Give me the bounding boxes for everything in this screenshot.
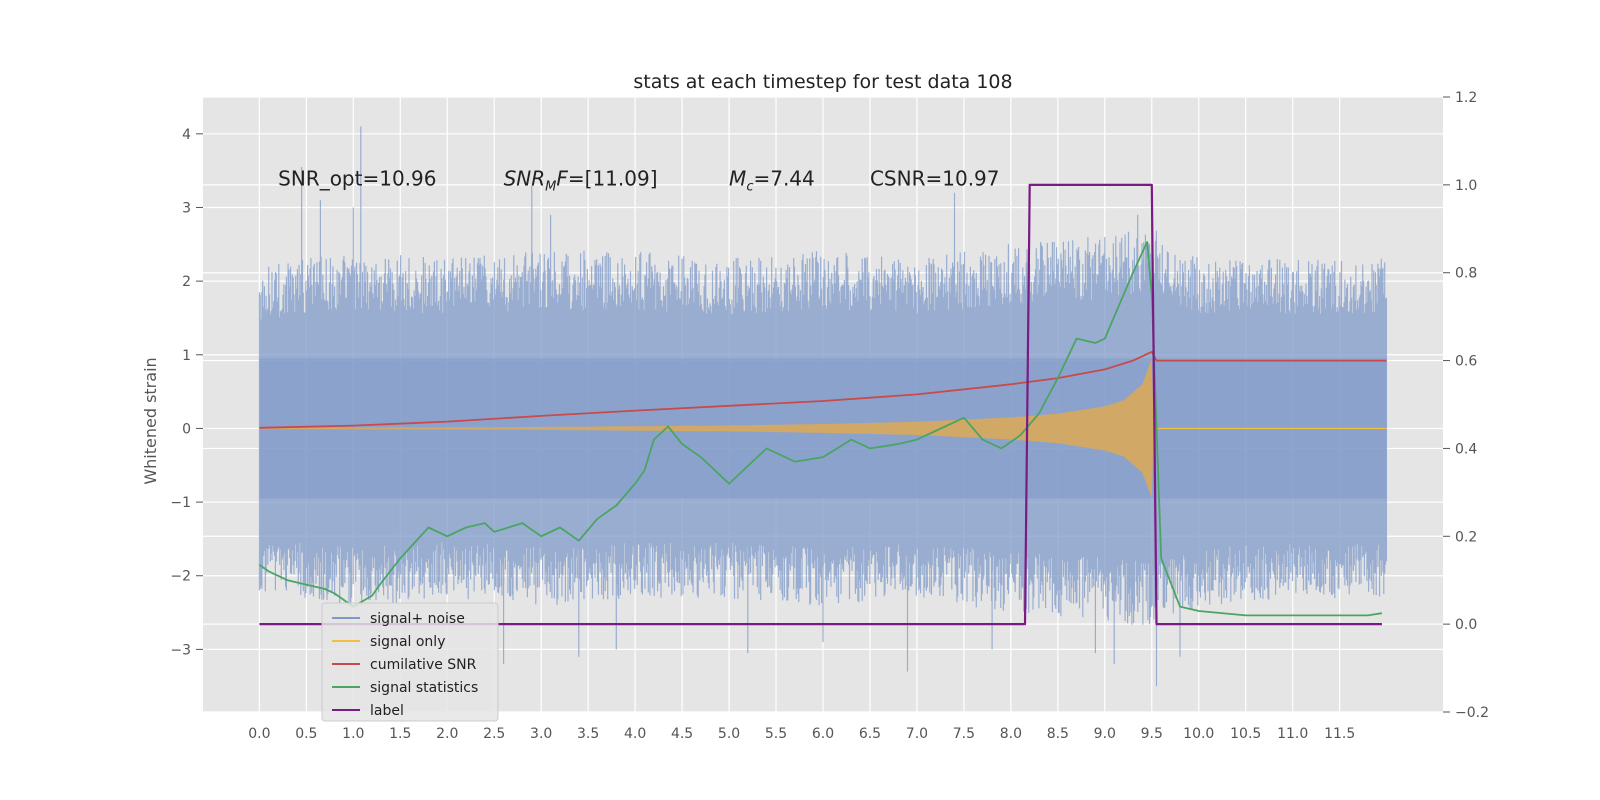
y2-tick-label: −0.2	[1455, 705, 1489, 721]
legend-label: signal only	[370, 634, 445, 650]
x-tick-label: 7.5	[953, 726, 975, 742]
x-tick-label: 4.0	[624, 726, 646, 742]
legend: signal+ noise signal only cumilative SNR si…	[321, 602, 499, 722]
annotation-csnr: CSNR=10.97	[870, 166, 1000, 190]
legend-box	[321, 602, 499, 722]
x-tick-label: 6.5	[859, 726, 881, 742]
x-tick-label: 9.5	[1141, 726, 1163, 742]
annotation-snr-mf: SNRMF=[11.09]	[504, 166, 658, 194]
legend-label: signal+ noise	[370, 611, 465, 627]
x-tick-label: 11.5	[1324, 726, 1355, 742]
y-tick-label: −3	[170, 642, 191, 658]
y2-tick-label: 1.0	[1455, 178, 1477, 194]
x-tick-label: 1.5	[389, 726, 411, 742]
x-tick-label: 10.5	[1230, 726, 1261, 742]
x-tick-label: 2.0	[436, 726, 458, 742]
annotation-snr-opt: SNR_opt=10.96	[278, 166, 436, 190]
x-tick-label: 11.0	[1277, 726, 1308, 742]
x-tick-label: 7.0	[906, 726, 928, 742]
legend-label: label	[370, 703, 404, 719]
x-tick-label: 1.0	[342, 726, 364, 742]
x-tick-label: 0.0	[248, 726, 270, 742]
series-signal-statistics	[258, 241, 1383, 617]
y-tick-label: 2	[182, 274, 191, 290]
annotations: SNR_opt=10.96 SNRMF=[11.09] Mc=7.44 CSNR=10…	[278, 166, 999, 194]
x-tick-label: 3.0	[530, 726, 552, 742]
y2-tick-label: 0.0	[1455, 617, 1477, 633]
y2-tick-label: 0.2	[1455, 529, 1477, 545]
series-label	[259, 183, 1382, 626]
x-tick-label: 5.0	[718, 726, 740, 742]
legend-label: cumilative SNR	[370, 657, 477, 673]
y-tick-label: 0	[182, 421, 191, 437]
x-tick-label: 10.0	[1183, 726, 1214, 742]
x-tick-label: 8.5	[1047, 726, 1069, 742]
x-tick-label: 6.0	[812, 726, 834, 742]
axes: 0.0 0.5 1.0 1.5 2.0 2.5 3.0 3.5 4.0 4.5 5.0 5.5 6.0 6…	[170, 90, 1489, 742]
y2-tick-label: 0.6	[1455, 354, 1477, 370]
y-tick-label: −2	[170, 569, 191, 585]
y-tick-label: 3	[182, 200, 191, 216]
y-tick-label: 1	[182, 348, 191, 364]
data-layer	[258, 126, 1387, 687]
x-tick-label: 2.5	[483, 726, 505, 742]
y-tick-label: −1	[170, 495, 191, 511]
y-axis-label: Whitened strain	[141, 357, 160, 484]
y2-tick-label: 0.4	[1455, 441, 1477, 457]
y2-tick-label: 1.2	[1455, 90, 1477, 106]
chart-title: stats at each timestep for test data 108	[633, 71, 1012, 93]
x-tick-label: 4.5	[671, 726, 693, 742]
x-tick-label: 9.0	[1094, 726, 1116, 742]
series-cumilative-snr	[259, 350, 1387, 429]
annotation-mc: Mc=7.44	[729, 166, 815, 194]
legend-label: signal statistics	[370, 680, 478, 696]
x-tick-label: 3.5	[577, 726, 599, 742]
y-tick-label: 4	[182, 127, 191, 143]
x-tick-label: 5.5	[765, 726, 787, 742]
x-tick-label: 0.5	[295, 726, 317, 742]
series-signal-only	[259, 358, 1154, 499]
x-tick-label: 8.0	[1000, 726, 1022, 742]
y2-tick-label: 0.8	[1455, 266, 1477, 282]
